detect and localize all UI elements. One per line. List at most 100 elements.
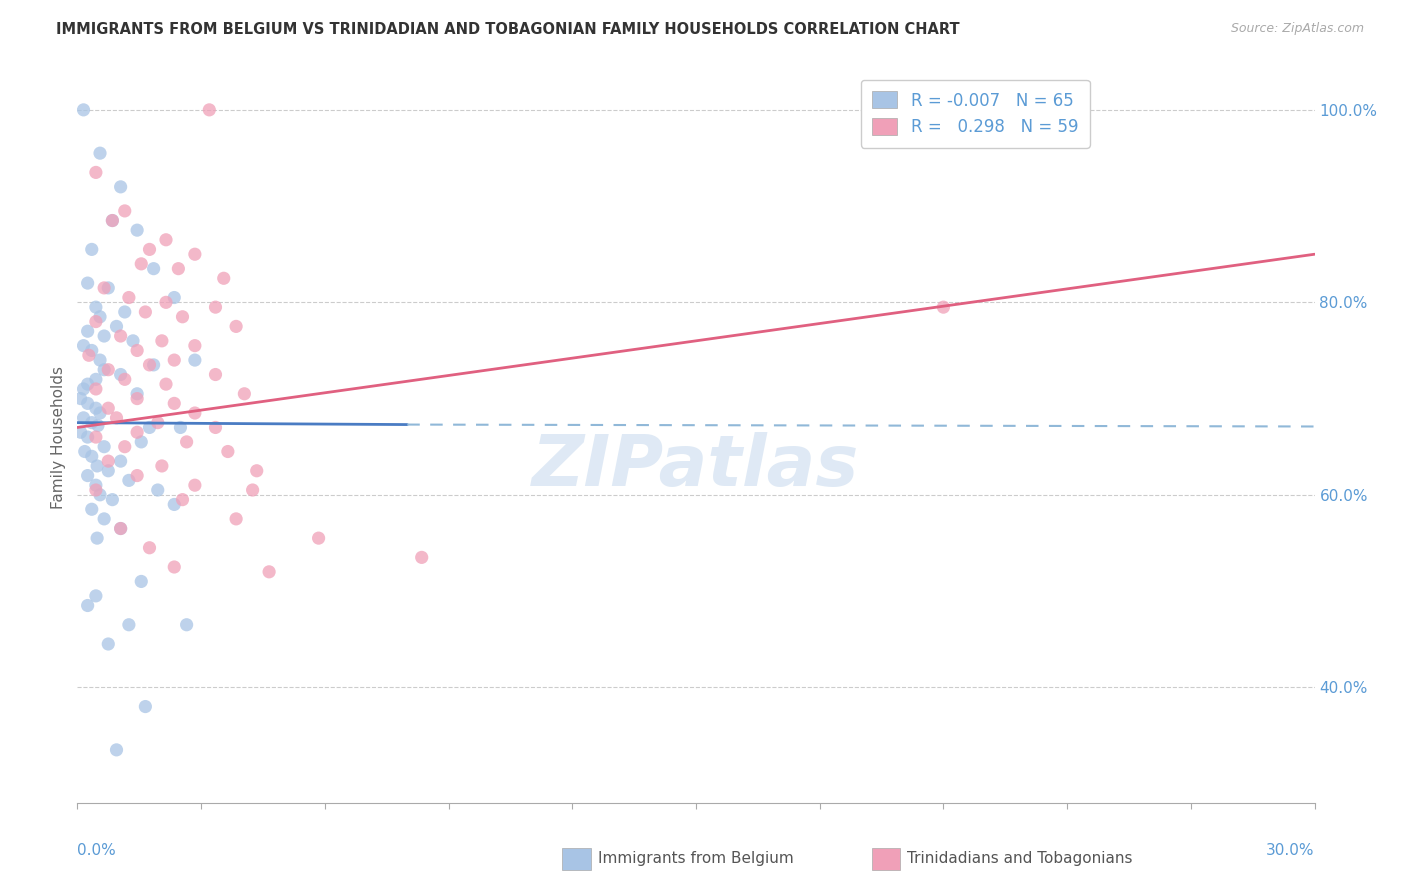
Point [73, 444, 96, 458]
Point [155, 295, 177, 310]
Point [163, 396, 186, 410]
Point [114, 305, 136, 319]
Point [167, 261, 190, 276]
Point [84, 483, 107, 497]
Text: 30.0%: 30.0% [1267, 843, 1315, 858]
Point [134, 305, 156, 319]
Point [76, 430, 98, 444]
Point [72, 382, 94, 396]
Point [163, 498, 186, 512]
Point [184, 353, 207, 368]
Point [127, 392, 149, 406]
Point [84, 478, 107, 492]
Point [76, 324, 98, 338]
Point [138, 420, 160, 434]
Point [204, 368, 226, 382]
Point [84, 300, 107, 314]
Point [233, 386, 256, 401]
Point [142, 358, 165, 372]
Point [169, 420, 191, 434]
Point [110, 368, 132, 382]
Point [246, 464, 269, 478]
Point [89, 406, 111, 420]
Point [142, 261, 165, 276]
Point [89, 353, 111, 368]
Point [146, 416, 169, 430]
Point [138, 358, 160, 372]
Point [93, 362, 115, 376]
Point [138, 243, 160, 257]
Point [155, 377, 177, 392]
Point [97, 637, 120, 651]
Point [138, 541, 160, 555]
Point [184, 338, 207, 352]
Point [118, 474, 141, 488]
Point [84, 165, 107, 179]
Point [122, 334, 145, 348]
Point [110, 179, 132, 194]
Point [204, 300, 226, 314]
Point [114, 440, 136, 454]
Text: Source: ZipAtlas.com: Source: ZipAtlas.com [1230, 22, 1364, 36]
Point [84, 430, 107, 444]
Point [184, 247, 207, 261]
Point [127, 223, 149, 237]
Point [76, 599, 98, 613]
Point [172, 492, 194, 507]
Point [163, 560, 186, 574]
Point [87, 418, 110, 433]
Point [93, 281, 115, 295]
Point [97, 454, 120, 468]
Point [84, 382, 107, 396]
Point [411, 550, 433, 565]
Point [93, 440, 115, 454]
Text: 0.0%: 0.0% [77, 843, 117, 858]
Point [69, 392, 91, 406]
Point [80, 243, 103, 257]
Point [110, 521, 132, 535]
Point [150, 458, 173, 473]
Point [80, 343, 103, 358]
Point [76, 468, 98, 483]
Point [198, 103, 221, 117]
Point [212, 271, 235, 285]
Point [93, 329, 115, 343]
Point [184, 406, 207, 420]
Point [76, 377, 98, 392]
Point [105, 410, 128, 425]
Point [69, 425, 91, 440]
Point [101, 213, 124, 227]
Point [101, 492, 124, 507]
Point [127, 386, 149, 401]
Point [134, 699, 156, 714]
Point [89, 488, 111, 502]
Point [163, 291, 186, 305]
Point [932, 300, 955, 314]
Point [84, 589, 107, 603]
Point [204, 420, 226, 434]
Point [72, 410, 94, 425]
Point [76, 396, 98, 410]
Point [93, 512, 115, 526]
Point [84, 315, 107, 329]
Point [105, 319, 128, 334]
Point [127, 425, 149, 440]
Point [80, 502, 103, 516]
Point [129, 434, 152, 449]
Point [97, 281, 120, 295]
Y-axis label: Family Households: Family Households [51, 366, 66, 508]
Point [80, 416, 103, 430]
Point [84, 372, 107, 386]
Legend: R = -0.007   N = 65, R =   0.298   N = 59: R = -0.007 N = 65, R = 0.298 N = 59 [860, 79, 1090, 148]
Point [127, 468, 149, 483]
Point [110, 454, 132, 468]
Point [101, 213, 124, 227]
Point [114, 203, 136, 218]
Point [225, 319, 247, 334]
Text: IMMIGRANTS FROM BELGIUM VS TRINIDADIAN AND TOBAGONIAN FAMILY HOUSEHOLDS CORRELAT: IMMIGRANTS FROM BELGIUM VS TRINIDADIAN A… [56, 22, 960, 37]
Point [72, 103, 94, 117]
Point [150, 334, 173, 348]
Point [129, 574, 152, 589]
Point [105, 743, 128, 757]
Point [217, 444, 239, 458]
